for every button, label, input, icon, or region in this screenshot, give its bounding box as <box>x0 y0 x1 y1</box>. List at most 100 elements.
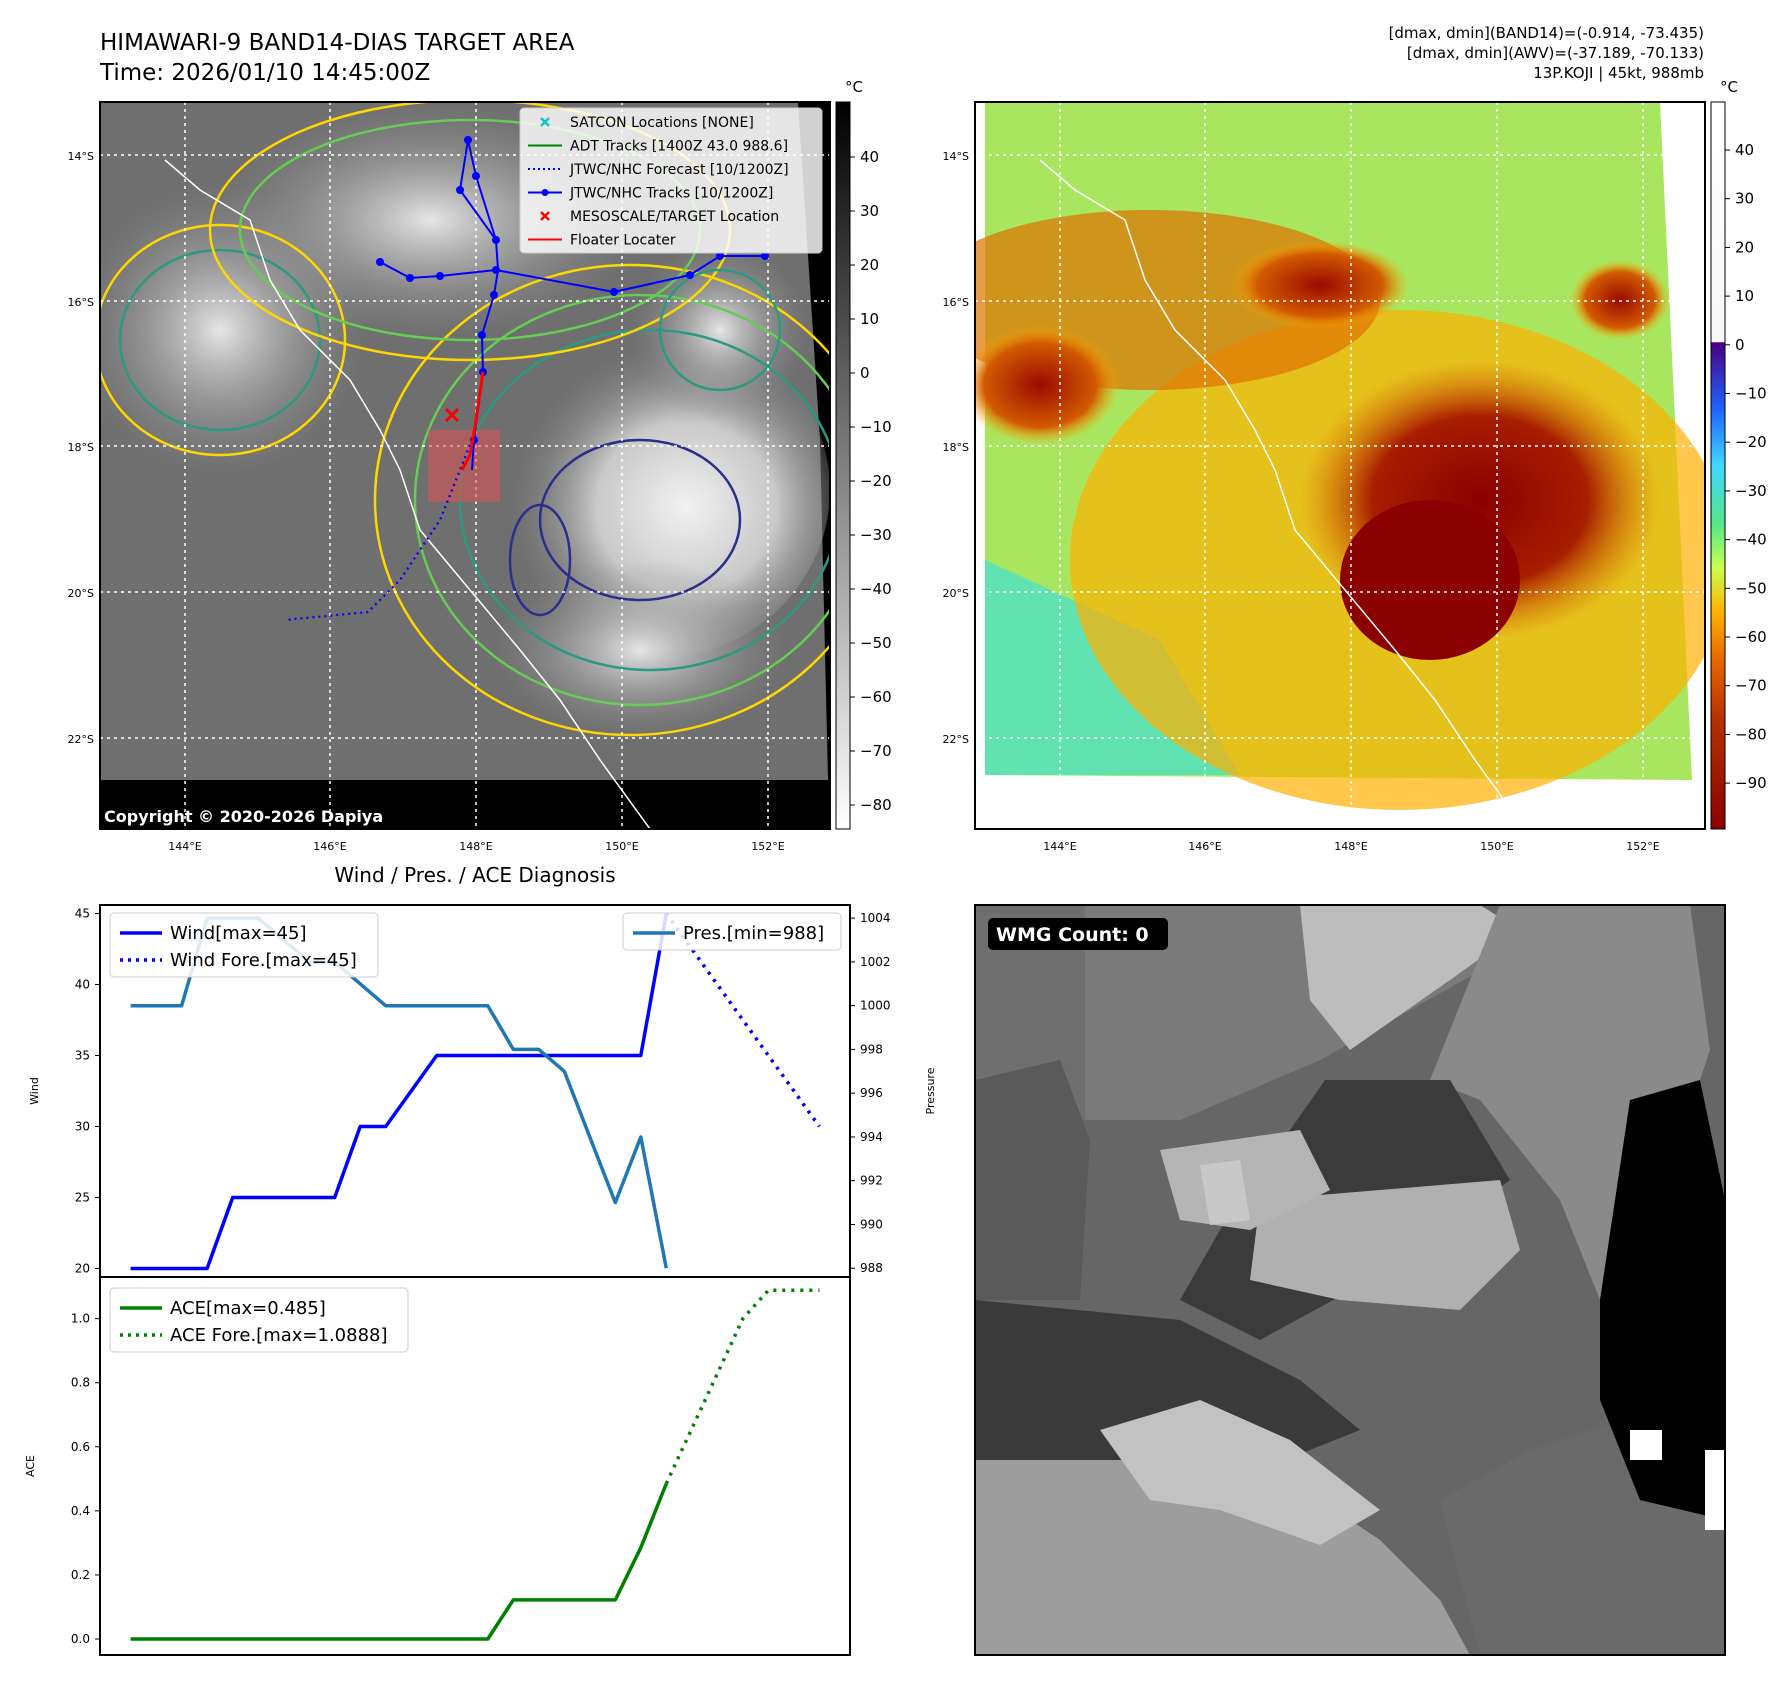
y-tick-label: 0.6 <box>71 1440 90 1454</box>
chart-legend-label: Wind[max=45] <box>170 923 307 944</box>
colorbar-tick-label: −30 <box>860 526 892 544</box>
colorbar-tick-label: −80 <box>1735 725 1767 743</box>
lon-tick-label: 150°E <box>605 840 638 853</box>
series-line <box>130 1482 668 1641</box>
y-tick-label: 0.0 <box>71 1632 90 1646</box>
y-tick-label: 40 <box>75 978 90 992</box>
y2-tick-label: 988 <box>860 1261 883 1275</box>
lon-tick-label: 152°E <box>751 840 784 853</box>
wmg-count-label: WMG Count: 0 <box>996 924 1149 946</box>
lat-tick-label: 22°S <box>68 733 94 746</box>
colorbar-tick-label: −60 <box>1735 628 1767 646</box>
jtwc-track-cross <box>379 255 765 294</box>
ir-cloud-south <box>490 560 790 740</box>
ir-colorbar: °C 40 30 20 10 0 −10 −20 −30 −40 −50 −60 −70 −80 <box>835 78 892 830</box>
colorbar-tick-label: 40 <box>860 148 879 166</box>
lon-tick-label: 148°E <box>459 840 492 853</box>
wv-colorbar: °C 40 30 20 10 0 −10 −20 −30 −40 −50 −60 −70 −80 −90 <box>1710 78 1767 830</box>
colorbar-tick-label: −80 <box>860 796 892 814</box>
y-tick-label: 35 <box>75 1049 90 1063</box>
colorbar-tick-label: −20 <box>1735 433 1767 451</box>
wv-colorbar-gradient <box>1710 101 1726 830</box>
ir-cloud-east <box>630 240 810 420</box>
colorbar-tick-label: −30 <box>1735 482 1767 500</box>
y-tick-label: 0.8 <box>71 1376 90 1390</box>
lon-tick-label: 146°E <box>313 840 346 853</box>
y2-tick-label: 1002 <box>860 955 891 969</box>
map-legend-label: JTWC/NHC Forecast [10/1200Z] <box>569 162 789 178</box>
wind-axis-label: Wind <box>28 1077 41 1105</box>
wv-map-axis-labels: 14°S 16°S 18°S 20°S 22°S 144°E 146°E 148°E 150°E… <box>943 150 1660 853</box>
colorbar-tick-label: 0 <box>1735 336 1745 354</box>
target-location-x-icon <box>444 407 460 423</box>
map-legend: SATCON Locations [NONE] ADT Tracks [1400Z… <box>519 107 823 254</box>
wv-band-west <box>975 325 1120 445</box>
chart-legend-box <box>622 912 842 951</box>
series-line <box>664 1288 820 1485</box>
y2-tick-label: 1004 <box>860 911 891 925</box>
wmg-image <box>975 905 1725 1655</box>
lon-tick-label: 144°E <box>1043 840 1076 853</box>
lon-tick-label: 150°E <box>1480 840 1513 853</box>
chart-legend-label: ACE[max=0.485] <box>170 1298 326 1319</box>
wv-core-inner <box>1340 500 1520 660</box>
map-legend-box <box>519 107 823 254</box>
legend-x-icon <box>540 211 550 221</box>
colorbar-tick-label: 20 <box>1735 238 1754 256</box>
y2-tick-label: 992 <box>860 1174 883 1188</box>
map-legend-label: JTWC/NHC Tracks [10/1200Z] <box>569 186 773 202</box>
y-tick-label: 0.4 <box>71 1504 90 1518</box>
lon-tick-label: 148°E <box>1334 840 1367 853</box>
colorbar-tick-label: −70 <box>860 742 892 760</box>
wv-map-frame <box>974 101 1706 830</box>
y2-tick-label: 996 <box>860 1086 883 1100</box>
map-legend-label: Floater Locater <box>570 233 676 249</box>
ace-axis-label: ACE <box>24 1455 37 1477</box>
diagnosis-title: Wind / Pres. / ACE Diagnosis <box>334 863 615 887</box>
lat-tick-label: 16°S <box>943 296 969 309</box>
contour-west-yellow <box>100 223 347 457</box>
lat-tick-label: 16°S <box>68 296 94 309</box>
chart-legend-box <box>109 912 379 978</box>
ir-coastline <box>164 159 651 829</box>
copyright: Copyright © 2020-2026 Dapiya <box>104 807 383 826</box>
lat-tick-label: 22°S <box>943 733 969 746</box>
wmg-count-badge <box>988 918 1168 950</box>
colorbar-tick-label: −20 <box>860 472 892 490</box>
ir-map-panel: Copyright © 2020-2026 Dapiya SATCON Loca… <box>99 101 831 830</box>
colorbar-tick-label: 0 <box>860 364 870 382</box>
colorbar-tick-label: 40 <box>1735 141 1754 159</box>
colorbar-tick-label: −40 <box>1735 531 1767 549</box>
colorbar-tick-label: 30 <box>1735 190 1754 208</box>
storm-info: 13P.KOJI | 45kt, 988mb <box>1533 64 1704 82</box>
contour-yellow <box>373 263 830 737</box>
wv-coastline <box>1039 159 1526 829</box>
floater-locater <box>460 371 485 471</box>
map-legend-label: ADT Tracks [1400Z 43.0 988.6] <box>570 139 788 155</box>
colorbar-tick-label: −60 <box>860 688 892 706</box>
figure-time: Time: 2026/01/10 14:45:00Z <box>99 60 430 86</box>
ace-chart: 0.0 0.2 0.4 0.6 0.8 1.0 ACE ACE[max=0.485] ACE F… <box>24 1276 851 1656</box>
contour-navy <box>538 438 742 602</box>
contour-east-teal <box>658 268 782 392</box>
lon-tick-label: 152°E <box>1626 840 1659 853</box>
chart-legend-label: ACE Fore.[max=1.0888] <box>170 1325 388 1346</box>
colorbar-tick-label: −10 <box>1735 385 1767 403</box>
wind-pressure-chart: 20 25 30 35 40 45 988 990 992 994 996 998 1000 1002 10… <box>28 904 937 1278</box>
contour-green <box>413 293 830 707</box>
lon-tick-label: 146°E <box>1188 840 1221 853</box>
colorbar-tick-label: −90 <box>1735 774 1767 792</box>
wv-map-panel <box>974 101 1706 830</box>
lat-tick-label: 20°S <box>943 587 969 600</box>
colorbar-tick-label: −70 <box>1735 677 1767 695</box>
legend-x-icon <box>540 117 550 127</box>
band14-stats: [dmax, dmin](BAND14)=(-0.914, -73.435) <box>1389 24 1704 42</box>
lat-tick-label: 20°S <box>68 587 94 600</box>
wv-band-east <box>1230 240 1410 330</box>
colorbar-tick-label: 10 <box>1735 287 1754 305</box>
ir-map-frame <box>99 101 831 830</box>
wv-colorbar-unit: °C <box>1720 78 1738 96</box>
y-tick-label: 30 <box>75 1119 90 1133</box>
chart-legend-box <box>109 1287 409 1353</box>
